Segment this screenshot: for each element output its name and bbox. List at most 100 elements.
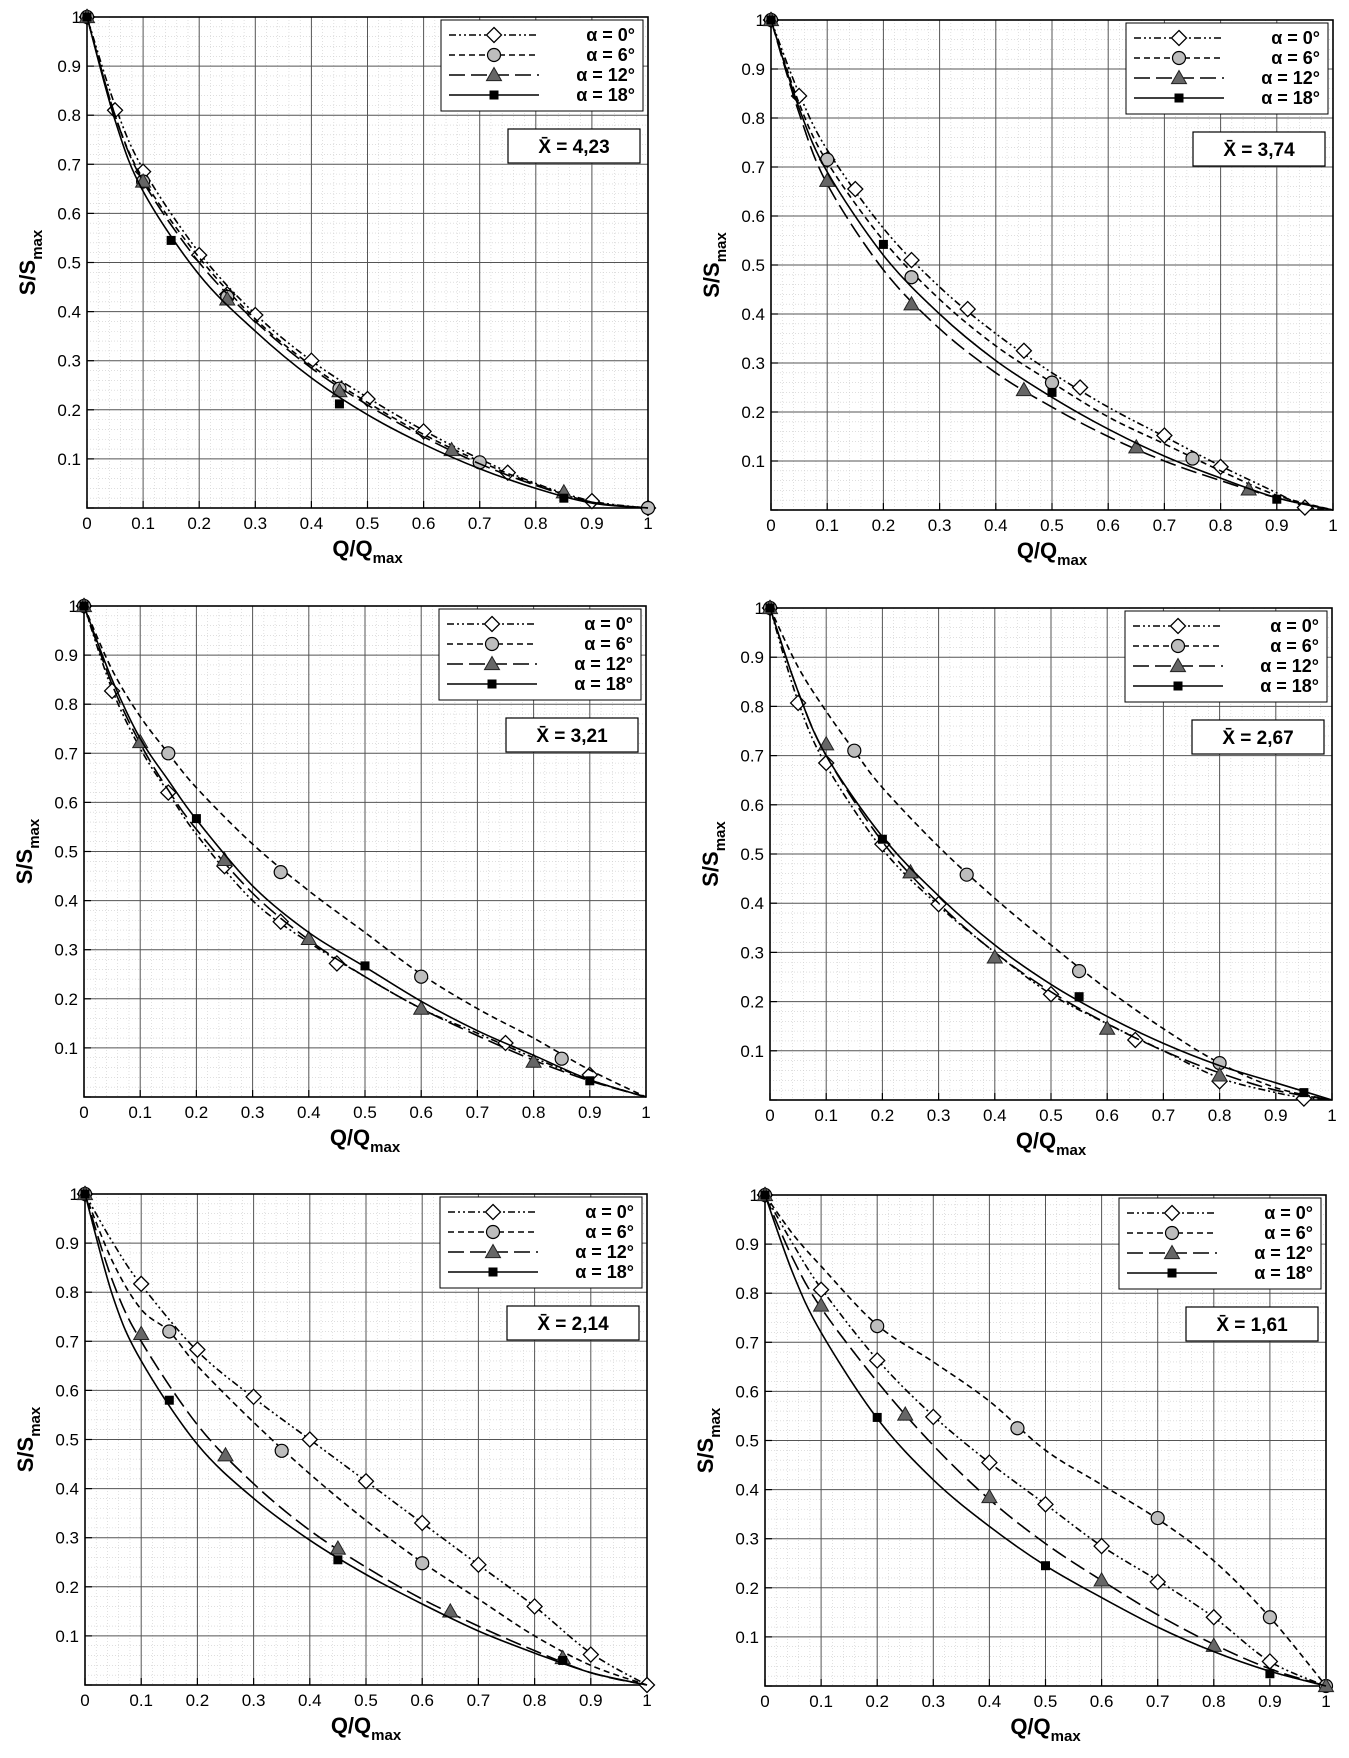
y-tick-label: 0.8: [55, 1283, 79, 1302]
x-tick-label: 0.3: [921, 1692, 945, 1711]
parameter-box: [506, 1305, 640, 1341]
parameter-label: X̄ = 2,67: [1222, 728, 1293, 749]
x-tick-label: 0.2: [871, 1106, 895, 1125]
y-tick-label: 0.5: [740, 845, 764, 864]
y-tick-label: 1: [70, 1185, 79, 1204]
y-tick-label: 0.3: [55, 1529, 79, 1548]
x-tick-label: 0.8: [1209, 516, 1233, 535]
y-tick-label: 0.6: [735, 1382, 759, 1401]
legend-marker-triangle: [484, 1243, 502, 1259]
y-tick-label: 1: [72, 8, 81, 27]
y-tick-label: 0.2: [54, 990, 78, 1009]
y-tick-label: 0.6: [55, 1381, 79, 1400]
x-tick-label: 0.8: [1202, 1692, 1226, 1711]
series-line: [769, 607, 1333, 1101]
parameter-box: [1191, 719, 1325, 755]
legend-marker-diamond: [1169, 617, 1187, 635]
y-tick-label: 0.3: [735, 1530, 759, 1549]
y-tick-label: 0.4: [57, 303, 81, 322]
y-tick-label: 0.9: [740, 648, 764, 667]
x-tick-label: 0.1: [128, 1103, 152, 1122]
y-tick-label: 0.1: [54, 1039, 78, 1058]
x-tick-label: 0.5: [353, 1103, 377, 1122]
data-point-diamond: [924, 1408, 942, 1426]
legend-marker-square: [1167, 1268, 1177, 1278]
data-point-square: [1265, 1669, 1275, 1679]
data-point-circle: [1010, 1421, 1025, 1436]
y-tick-label: 0.2: [57, 401, 81, 420]
data-point-diamond: [1042, 985, 1060, 1003]
x-tick-label: 0.7: [466, 1103, 490, 1122]
series-line: [770, 19, 1334, 511]
y-tick-label: 0.5: [57, 254, 81, 273]
data-point-diamond: [413, 1514, 431, 1532]
legend-label: α = 0°: [1270, 616, 1319, 636]
x-tick-label: 0.8: [523, 1691, 547, 1710]
x-tick-label: 0.9: [578, 1103, 602, 1122]
y-tick-label: 0.1: [735, 1628, 759, 1647]
legend-label: α = 12°: [1260, 656, 1319, 676]
y-tick-label: 0.7: [54, 744, 78, 763]
y-tick-label: 0.5: [54, 843, 78, 862]
data-point-square: [559, 493, 569, 503]
legend-marker-diamond: [1170, 29, 1188, 47]
data-point-diamond: [1205, 1608, 1223, 1626]
data-point-diamond: [903, 251, 920, 269]
legend-marker-diamond: [1163, 1204, 1181, 1222]
y-tick-label: 0.8: [741, 109, 765, 128]
y-tick-label: 0.4: [741, 305, 765, 324]
x-tick-label: 0.8: [524, 514, 548, 533]
data-point-circle: [414, 969, 429, 984]
data-point-diamond: [526, 1598, 544, 1615]
x-tick-label: 0.6: [409, 1103, 433, 1122]
data-point-circle: [870, 1318, 885, 1334]
data-point-diamond: [817, 754, 835, 772]
legend-marker-square: [1174, 93, 1184, 103]
legend-label: α = 6°: [1271, 48, 1320, 68]
y-tick-label: 0.3: [740, 943, 764, 962]
x-tick-label: 0.7: [1146, 1692, 1170, 1711]
y-tick-label: 0.3: [57, 352, 81, 371]
series-line: [83, 605, 647, 1098]
data-point-diamond: [868, 1352, 886, 1369]
legend-label: α = 18°: [574, 674, 633, 694]
data-point-triangle: [412, 1000, 430, 1015]
data-point-diamond: [1155, 427, 1173, 444]
parameter-label: X̄ = 4,23: [538, 137, 609, 158]
legend-marker-square: [487, 679, 497, 689]
legend-label: α = 6°: [1270, 636, 1319, 656]
x-tick-label: 0.8: [522, 1103, 546, 1122]
legend-label: α = 12°: [575, 1242, 634, 1262]
data-point-square: [191, 814, 201, 824]
legend-label: α = 0°: [585, 1202, 634, 1222]
x-tick-label: 0.6: [410, 1691, 434, 1710]
data-point-square: [334, 399, 344, 409]
data-point-diamond: [301, 1431, 319, 1448]
legend-label: α = 18°: [575, 1262, 634, 1282]
legend-label: α = 0°: [1264, 1203, 1313, 1223]
x-tick-label: 1: [641, 1103, 650, 1122]
data-point-circle: [847, 743, 862, 758]
data-point-square: [760, 1190, 770, 1200]
data-point-square: [765, 603, 775, 613]
series-line: [769, 607, 1333, 1101]
legend: α = 0°α = 6°α = 12°α = 18°: [439, 1196, 643, 1289]
x-tick-label: 0.5: [1039, 1106, 1063, 1125]
x-tick-label: 0.2: [865, 1692, 889, 1711]
series-line: [764, 1194, 1327, 1687]
data-point-triangle: [217, 1446, 234, 1462]
data-point-square: [1272, 494, 1282, 504]
x-tick-label: 0.9: [1258, 1692, 1282, 1711]
y-tick-label: 0.6: [57, 204, 81, 223]
x-tick-label: 0.7: [468, 514, 492, 533]
legend-marker-circle: [1171, 50, 1187, 66]
x-tick-label: 0.1: [809, 1692, 833, 1711]
chart-panel-middle-left: 0 0.1 0.1 0.2 0.2 0.3 0.3 0.4 0.4 0.5 0.5 0.6 0.6 0.7…: [12, 597, 651, 1156]
legend-marker-diamond: [485, 26, 503, 44]
data-point-diamond: [357, 1472, 375, 1490]
y-tick-label: 1: [755, 599, 764, 618]
x-tick-label: 0.5: [354, 1691, 378, 1710]
data-point-circle: [1185, 451, 1200, 466]
